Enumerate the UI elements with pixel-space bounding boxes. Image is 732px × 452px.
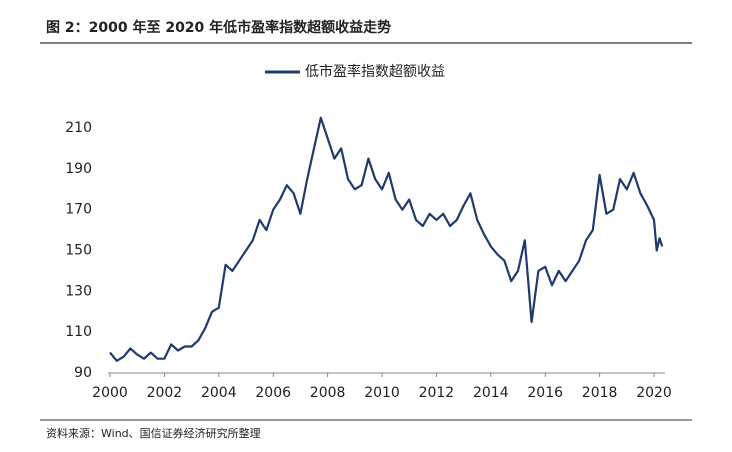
source-note: 资料来源：Wind、国信证券经济研究所整理 [46,426,261,440]
x-tick-label: 2008 [310,385,346,401]
x-tick-label: 2016 [527,385,563,401]
x-tick-label: 2004 [201,385,237,401]
data-line [109,116,664,362]
x-tick-label: 2000 [92,385,128,401]
y-tick-label: 130 [65,283,92,299]
x-tick-label: 2018 [582,385,618,401]
x-tick-label: 2020 [636,385,672,401]
y-tick-label: 190 [65,161,92,177]
y-tick-label: 110 [65,324,92,340]
x-tick-label: 2010 [364,385,400,401]
x-tick-label: 2014 [473,385,509,401]
x-tick-label: 2002 [147,385,183,401]
legend-label: 低市盈率指数超额收益 [305,63,445,80]
x-tick-label: 2006 [255,385,291,401]
y-tick-label: 150 [65,243,92,259]
y-tick-label: 210 [65,120,92,136]
y-tick-label: 170 [65,202,92,218]
y-tick-label: 90 [74,365,92,381]
chart-title: 图 2：2000 年至 2020 年低市盈率指数超额收益走势 [46,19,391,36]
x-tick-label: 2012 [419,385,455,401]
